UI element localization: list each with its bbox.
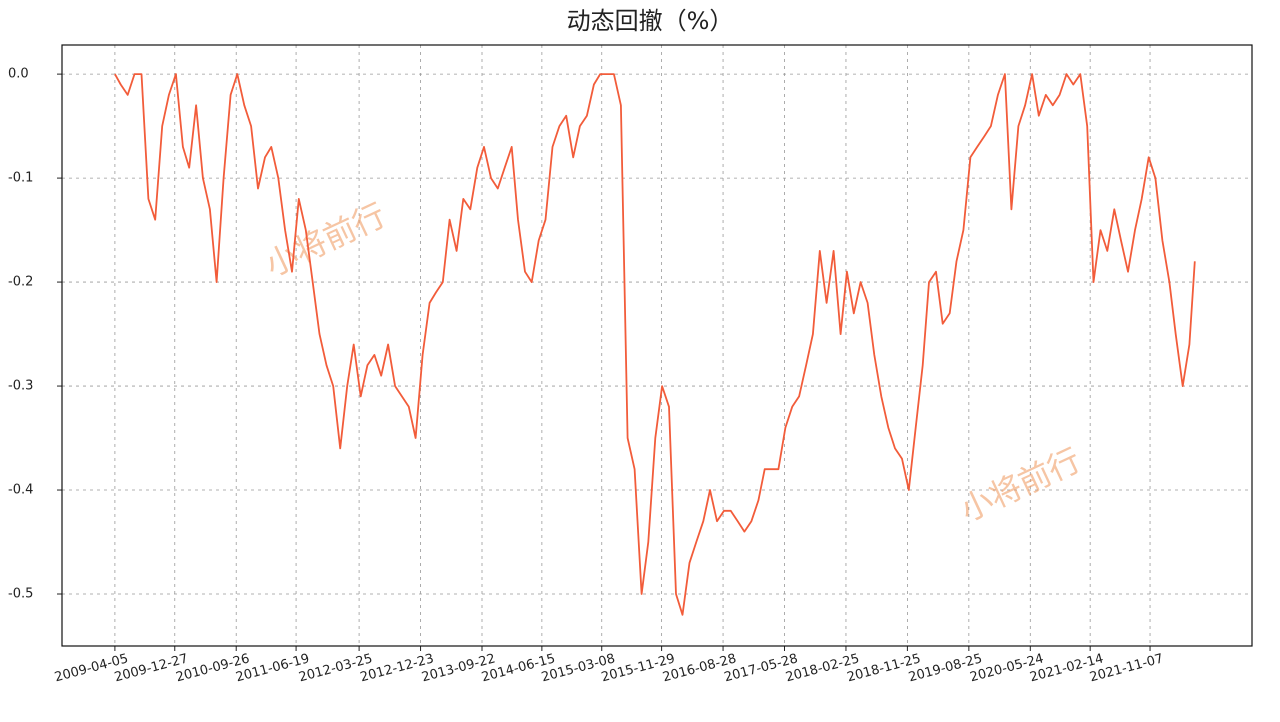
y-tick-label: 0.0 (8, 67, 29, 82)
y-tick-label: -0.4 (8, 483, 33, 498)
plot-frame (61, 44, 1253, 647)
chart-title: 动态回撤（%） (567, 7, 734, 35)
y-tick-label: -0.5 (8, 587, 33, 602)
drawdown-line (114, 73, 1196, 616)
y-tick-label: -0.3 (8, 379, 33, 394)
watermark: 小将前行 (259, 196, 391, 285)
watermark: 小将前行 (954, 441, 1086, 530)
y-tick-label: -0.1 (8, 171, 33, 186)
y-tick-label: -0.2 (8, 275, 33, 290)
